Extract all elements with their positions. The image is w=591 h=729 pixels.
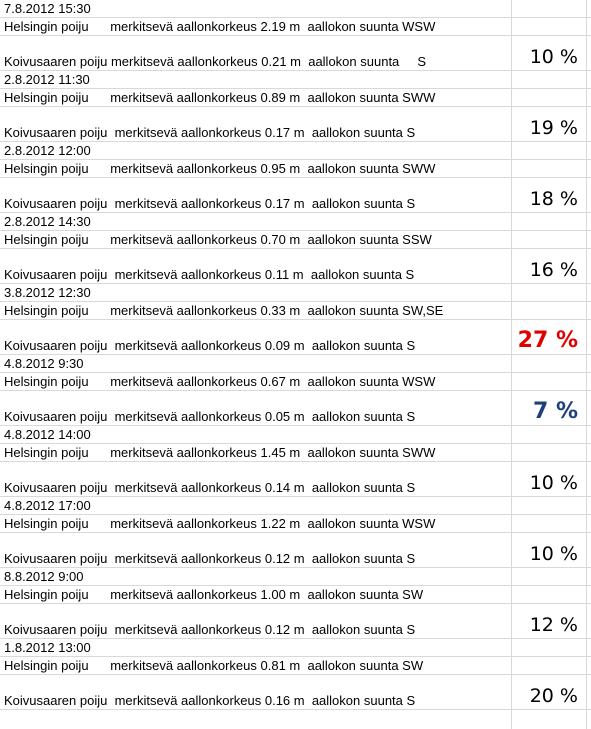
table-row[interactable]: Koivusaaren poiju merkitsevä aallonkorke…: [0, 533, 591, 568]
date-cell[interactable]: 7.8.2012 15:30: [4, 1, 91, 16]
koivusaari-buoy-cell[interactable]: Koivusaaren poiju merkitsevä aallonkorke…: [4, 409, 416, 424]
table-row[interactable]: 4.8.2012 9:30: [0, 355, 591, 373]
table-row[interactable]: Helsingin poiju merkitsevä aallonkorkeus…: [0, 444, 591, 462]
table-row[interactable]: Koivusaaren poiju merkitsevä aallonkorke…: [0, 391, 591, 426]
date-cell[interactable]: 4.8.2012 17:00: [4, 498, 91, 513]
helsinki-buoy-cell[interactable]: Helsingin poiju merkitsevä aallonkorkeus…: [4, 90, 436, 105]
percentage-cell[interactable]: 12 %: [529, 614, 578, 636]
koivusaari-buoy-cell[interactable]: Koivusaaren poiju merkitsevä aallonkorke…: [4, 622, 416, 637]
table-row[interactable]: Helsingin poiju merkitsevä aallonkorkeus…: [0, 515, 591, 533]
helsinki-buoy-cell[interactable]: Helsingin poiju merkitsevä aallonkorkeus…: [4, 516, 436, 531]
helsinki-buoy-cell[interactable]: Helsingin poiju merkitsevä aallonkorkeus…: [4, 19, 436, 34]
koivusaari-buoy-cell[interactable]: Koivusaaren poiju merkitsevä aallonkorke…: [4, 196, 416, 211]
table-row[interactable]: 2.8.2012 14:30: [0, 213, 591, 231]
percentage-cell[interactable]: 27 %: [517, 328, 578, 353]
table-row[interactable]: Koivusaaren poiju merkitsevä aallonkorke…: [0, 604, 591, 639]
percentage-cell[interactable]: 20 %: [529, 685, 578, 707]
table-row[interactable]: Koivusaaren poiju merkitsevä aallonkorke…: [0, 107, 591, 142]
table-row[interactable]: Helsingin poiju merkitsevä aallonkorkeus…: [0, 18, 591, 36]
table-row[interactable]: 8.8.2012 9:00: [0, 568, 591, 586]
table-row[interactable]: Helsingin poiju merkitsevä aallonkorkeus…: [0, 302, 591, 320]
koivusaari-buoy-cell[interactable]: Koivusaaren poiju merkitsevä aallonkorke…: [4, 480, 416, 495]
table-row[interactable]: Koivusaaren poiju merkitsevä aallonkorke…: [0, 178, 591, 213]
percentage-cell[interactable]: 16 %: [529, 259, 578, 281]
table-row[interactable]: Helsingin poiju merkitsevä aallonkorkeus…: [0, 160, 591, 178]
table-row[interactable]: Helsingin poiju merkitsevä aallonkorkeus…: [0, 586, 591, 604]
table-row[interactable]: Koivusaaren poiju merkitsevä aallonkorke…: [0, 675, 591, 710]
koivusaari-buoy-cell[interactable]: Koivusaaren poiju merkitsevä aallonkorke…: [4, 551, 416, 566]
date-cell[interactable]: 1.8.2012 13:00: [4, 640, 91, 655]
percentage-cell[interactable]: 18 %: [529, 188, 578, 210]
helsinki-buoy-cell[interactable]: Helsingin poiju merkitsevä aallonkorkeus…: [4, 232, 432, 247]
table-row[interactable]: 2.8.2012 12:00: [0, 142, 591, 160]
koivusaari-buoy-cell[interactable]: Koivusaaren poiju merkitsevä aallonkorke…: [4, 338, 416, 353]
table-row[interactable]: Koivusaaren poiju merkitsevä aallonkorke…: [0, 320, 591, 355]
date-cell[interactable]: 3.8.2012 12:30: [4, 285, 91, 300]
percentage-cell[interactable]: 19 %: [529, 117, 578, 139]
table-row[interactable]: Helsingin poiju merkitsevä aallonkorkeus…: [0, 89, 591, 107]
table-row[interactable]: 2.8.2012 11:30: [0, 71, 591, 89]
table-row[interactable]: Koivusaaren poiju merkitsevä aallonkorke…: [0, 36, 591, 71]
percentage-cell[interactable]: 10 %: [529, 46, 578, 68]
table-row[interactable]: Helsingin poiju merkitsevä aallonkorkeus…: [0, 231, 591, 249]
helsinki-buoy-cell[interactable]: Helsingin poiju merkitsevä aallonkorkeus…: [4, 161, 436, 176]
koivusaari-buoy-cell[interactable]: Koivusaaren poiju merkitsevä aallonkorke…: [4, 693, 416, 708]
table-row[interactable]: Koivusaaren poiju merkitsevä aallonkorke…: [0, 249, 591, 284]
date-cell[interactable]: 2.8.2012 12:00: [4, 143, 91, 158]
percentage-cell[interactable]: 10 %: [529, 472, 578, 494]
column-divider: [586, 0, 587, 729]
percentage-cell[interactable]: 7 %: [532, 399, 578, 424]
table-row[interactable]: Helsingin poiju merkitsevä aallonkorkeus…: [0, 373, 591, 391]
table-row[interactable]: Helsingin poiju merkitsevä aallonkorkeus…: [0, 657, 591, 675]
koivusaari-buoy-cell[interactable]: Koivusaaren poiju merkitsevä aallonkorke…: [4, 267, 415, 282]
helsinki-buoy-cell[interactable]: Helsingin poiju merkitsevä aallonkorkeus…: [4, 303, 444, 318]
date-cell[interactable]: 4.8.2012 14:00: [4, 427, 91, 442]
table-row[interactable]: 4.8.2012 14:00: [0, 426, 591, 444]
date-cell[interactable]: 2.8.2012 11:30: [4, 72, 90, 87]
table-row[interactable]: Koivusaaren poiju merkitsevä aallonkorke…: [0, 462, 591, 497]
helsinki-buoy-cell[interactable]: Helsingin poiju merkitsevä aallonkorkeus…: [4, 374, 436, 389]
date-cell[interactable]: 4.8.2012 9:30: [4, 356, 84, 371]
date-cell[interactable]: 8.8.2012 9:00: [4, 569, 84, 584]
helsinki-buoy-cell[interactable]: Helsingin poiju merkitsevä aallonkorkeus…: [4, 658, 424, 673]
helsinki-buoy-cell[interactable]: Helsingin poiju merkitsevä aallonkorkeus…: [4, 445, 436, 460]
koivusaari-buoy-cell[interactable]: Koivusaaren poiju merkitsevä aallonkorke…: [4, 54, 427, 69]
table-row[interactable]: 1.8.2012 13:00: [0, 639, 591, 657]
table-row[interactable]: 3.8.2012 12:30: [0, 284, 591, 302]
date-cell[interactable]: 2.8.2012 14:30: [4, 214, 91, 229]
table-row[interactable]: 4.8.2012 17:00: [0, 497, 591, 515]
percentage-cell[interactable]: 10 %: [529, 543, 578, 565]
helsinki-buoy-cell[interactable]: Helsingin poiju merkitsevä aallonkorkeus…: [4, 587, 424, 602]
koivusaari-buoy-cell[interactable]: Koivusaaren poiju merkitsevä aallonkorke…: [4, 125, 416, 140]
column-divider: [511, 0, 512, 729]
table-row[interactable]: 7.8.2012 15:30: [0, 0, 591, 18]
